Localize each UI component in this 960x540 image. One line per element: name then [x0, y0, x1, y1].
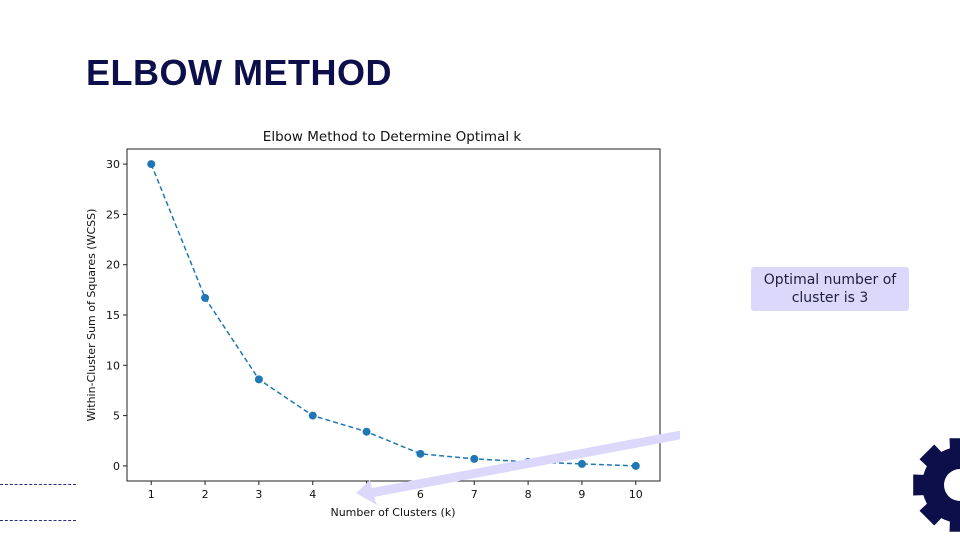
gear-shape	[913, 438, 960, 532]
x-tick-label: 7	[471, 488, 478, 501]
x-tick-label: 6	[417, 488, 424, 501]
x-tick-label: 8	[525, 488, 532, 501]
wcss-point	[147, 160, 156, 169]
wcss-point	[308, 411, 317, 420]
y-axis-label: Within-Cluster Sum of Squares (WCSS)	[85, 209, 98, 422]
gear-icon	[913, 438, 960, 532]
wcss-series-line	[150, 163, 636, 467]
dashed-divider-bottom	[0, 520, 76, 521]
chart-title: Elbow Method to Determine Optimal k	[263, 129, 522, 145]
callout-box: Optimal number of cluster is 3	[751, 267, 909, 311]
wcss-point	[631, 461, 640, 470]
y-tick-label: 30	[106, 158, 120, 171]
wcss-point	[201, 293, 210, 302]
dashed-divider-top	[0, 484, 76, 485]
chart-marks: 12345678910051015202530	[106, 158, 643, 501]
y-tick-label: 10	[106, 359, 120, 372]
wcss-point	[362, 427, 371, 436]
wcss-point	[577, 459, 586, 468]
y-tick-label: 20	[106, 259, 120, 272]
wcss-point	[416, 449, 425, 458]
x-tick-label: 2	[202, 488, 209, 501]
y-tick-label: 25	[106, 208, 120, 221]
slide-title: ELBOW METHOD	[86, 52, 392, 93]
plot-frame	[126, 148, 661, 482]
x-tick-label: 1	[148, 488, 155, 501]
wcss-elbow-chart: Elbow Method to Determine Optimal k 1 2 3 4…	[85, 129, 680, 519]
x-tick-label: 4	[309, 488, 316, 501]
x-tick-label: 3	[255, 488, 262, 501]
wcss-point	[254, 375, 263, 384]
callout-arrow	[356, 430, 680, 505]
y-tick-label: 5	[113, 410, 120, 423]
y-tick-label: 15	[106, 309, 120, 322]
x-tick-label: 10	[629, 488, 643, 501]
y-tick-label: 0	[113, 460, 120, 473]
x-axis-label: Number of Clusters (k)	[330, 506, 455, 519]
callout-text: Optimal number of cluster is 3	[763, 272, 897, 306]
wcss-point	[470, 454, 479, 463]
x-tick-label: 9	[578, 488, 585, 501]
